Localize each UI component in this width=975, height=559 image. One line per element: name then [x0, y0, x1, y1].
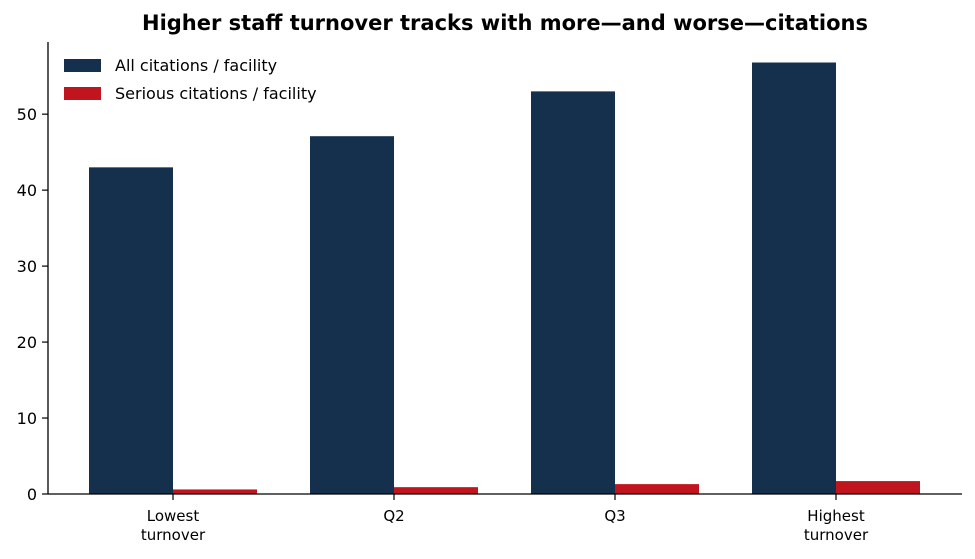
legend-label-all-citations: All citations / facility — [115, 56, 277, 75]
x-ticks: Lowest turnover Q2 Q3 Highest turnover — [141, 494, 869, 544]
bar-serious-2 — [615, 484, 699, 494]
y-tick-label-1: 10 — [17, 409, 37, 428]
legend-swatch-all-citations — [64, 59, 101, 72]
legend: All citations / facility Serious citatio… — [64, 56, 317, 103]
x-tick-label-1: Q2 — [383, 507, 404, 525]
y-tick-label-4: 40 — [17, 181, 37, 200]
y-tick-label-5: 50 — [17, 105, 37, 124]
x-tick-label-2: Q3 — [604, 507, 625, 525]
y-tick-label-0: 0 — [27, 485, 37, 504]
bar-all-2 — [531, 91, 615, 495]
y-tick-label-3: 30 — [17, 257, 37, 276]
bar-all-1 — [310, 136, 394, 495]
y-tick-label-2: 20 — [17, 333, 37, 352]
bar-serious-1 — [394, 487, 478, 494]
bar-serious-3 — [836, 481, 920, 494]
bars — [89, 62, 920, 495]
bar-all-0 — [89, 167, 173, 494]
x-tick-label-3: Highest turnover — [804, 507, 869, 544]
legend-swatch-serious-citations — [64, 87, 101, 100]
legend-label-serious-citations: Serious citations / facility — [115, 84, 317, 103]
bar-all-3 — [752, 62, 836, 494]
x-tick-label-0: Lowest turnover — [141, 507, 206, 544]
chart-title: Higher staff turnover tracks with more—a… — [142, 11, 868, 35]
bar-serious-0 — [173, 489, 257, 494]
y-ticks: 0 10 20 30 40 50 — [17, 105, 48, 504]
